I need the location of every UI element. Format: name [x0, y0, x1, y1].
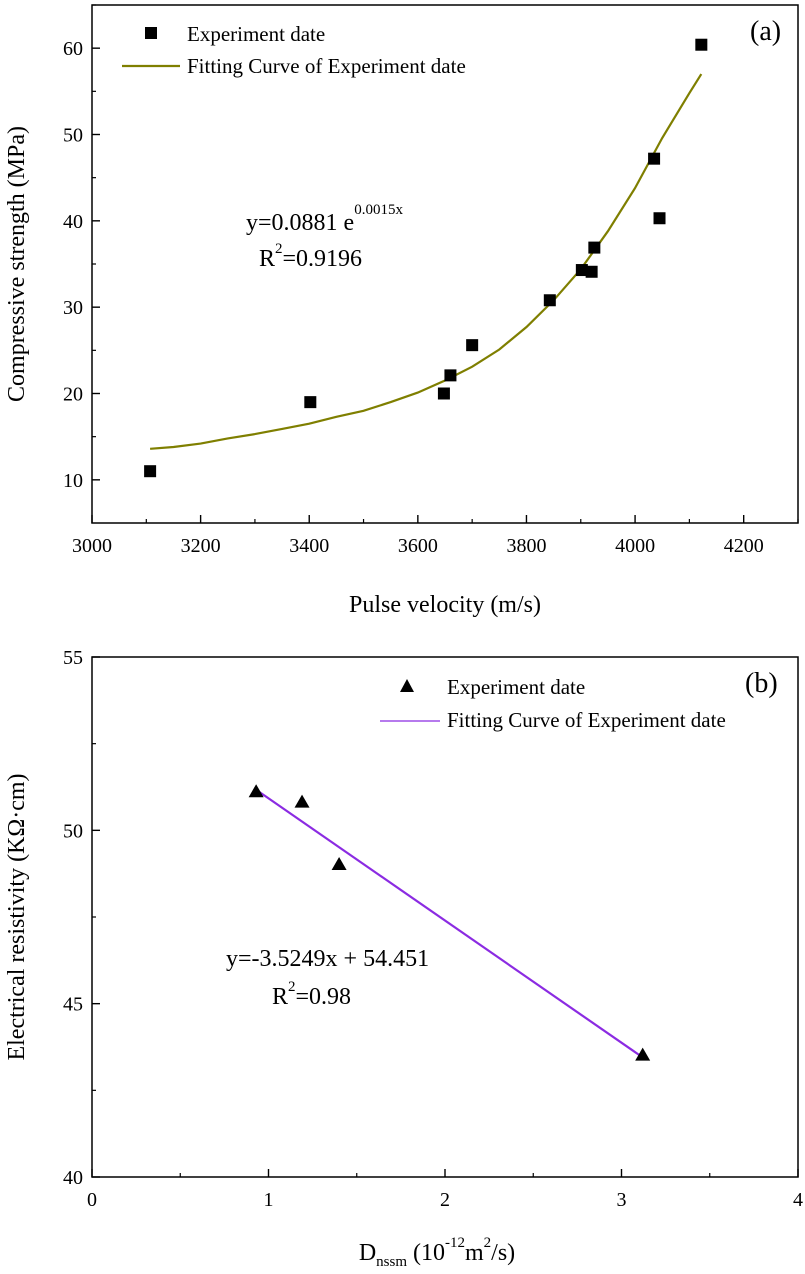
panel-label-a: (a) [750, 16, 781, 47]
x-tick-label: 4 [793, 1189, 803, 1211]
x-axis-title-a: Pulse velocity (m/s) [349, 592, 541, 618]
legend-label-fit-a: Fitting Curve of Experiment date [187, 54, 466, 78]
r-squared-b-sup: 2 [288, 979, 296, 995]
panel-b: 40 45 50 55 0 1 2 3 4 (b) Experiment date Fitti… [4, 647, 803, 1270]
data-point-square [466, 339, 479, 352]
data-point-square [444, 369, 457, 382]
data-point-square [648, 152, 661, 165]
r-squared-b-base: R [272, 984, 288, 1010]
data-point-square [588, 241, 601, 254]
y-tick-label: 10 [63, 470, 83, 492]
legend-label-experiment-a: Experiment date [187, 22, 325, 46]
fit-line-b [255, 788, 644, 1059]
x-tick-label: 4000 [615, 535, 655, 557]
x-tick-label: 3000 [72, 535, 112, 557]
data-points-a [144, 38, 708, 478]
fit-curve-a [150, 73, 703, 450]
y-tick-label: 40 [63, 211, 83, 233]
x-axis-title-b-unit-1: (10 [407, 1240, 445, 1266]
x-axis-title-b-unit-4: 2 [484, 1235, 492, 1251]
x-axis-title-b: Dnssm (10-12m2/s) [359, 1235, 515, 1270]
equation-a: y=0.0881 e0.0015x [246, 202, 403, 236]
panel-a: 10 20 30 40 50 60 3000 3200 3400 3600 3800 4000 420… [4, 4, 799, 618]
y-tick-label: 50 [63, 820, 83, 842]
y-tick-label: 40 [63, 1167, 83, 1189]
x-tick-label: 3800 [506, 535, 546, 557]
y-ticks-a: 10 20 30 40 50 60 [63, 4, 100, 492]
plot-frame-b [91, 656, 799, 1178]
x-tick-label: 3600 [398, 535, 438, 557]
data-point-triangle [635, 1047, 651, 1061]
r-squared-a-value: =0.9196 [283, 246, 363, 272]
data-point-triangle [331, 857, 347, 870]
y-tick-label: 50 [63, 125, 83, 147]
x-tick-label: 1 [264, 1189, 274, 1211]
x-tick-label: 2 [440, 1189, 450, 1211]
data-point-square [144, 465, 157, 478]
x-axis-title-b-unit-5: /s) [491, 1240, 515, 1266]
data-point-square [585, 265, 598, 278]
legend-label-experiment-b: Experiment date [447, 675, 585, 699]
y-tick-label: 55 [63, 647, 83, 669]
legend-marker-triangle [400, 679, 414, 692]
y-axis-title-b: Electrical resistivity (KΩ·cm) [4, 773, 30, 1060]
equation-a-text: y=0.0881 e [246, 210, 354, 236]
x-axis-title-b-unit-3: m [465, 1240, 484, 1266]
x-axis-title-b-sub: nssm [376, 1254, 407, 1270]
equation-a-exponent: 0.0015x [354, 202, 403, 218]
data-point-triangle [294, 794, 310, 808]
data-point-square [653, 212, 666, 225]
r-squared-a-sup: 2 [275, 241, 283, 257]
x-tick-label: 3 [617, 1189, 627, 1211]
y-axis-title-a: Compressive strength (MPa) [4, 126, 30, 402]
x-tick-label: 3400 [289, 535, 329, 557]
x-axis-title-b-main: D [359, 1240, 376, 1266]
x-tick-label: 3200 [181, 535, 221, 557]
x-tick-label: 0 [87, 1189, 97, 1211]
data-points-b [248, 784, 651, 1061]
r-squared-b: R2=0.98 [272, 979, 351, 1010]
panel-label-b: (b) [745, 668, 778, 699]
data-point-square [575, 264, 588, 277]
r-squared-a-base: R [259, 246, 275, 272]
r-squared-a: R2=0.9196 [259, 241, 362, 272]
data-point-square [543, 294, 556, 307]
x-axis-title-b-unit-2: -12 [445, 1235, 465, 1251]
plot-frame-a [91, 4, 799, 524]
x-ticks-a: 3000 3200 3400 3600 3800 4000 4200 [72, 515, 799, 557]
data-point-triangle [248, 784, 264, 798]
y-tick-label: 30 [63, 297, 83, 319]
equation-b: y=-3.5249x + 54.451 [226, 946, 429, 972]
y-tick-label: 45 [63, 994, 83, 1016]
data-point-square [437, 387, 450, 400]
y-tick-label: 60 [63, 38, 83, 60]
x-tick-label: 4200 [724, 535, 764, 557]
x-ticks-b: 0 1 2 3 4 [87, 1169, 803, 1211]
legend-marker-square [145, 27, 157, 39]
y-tick-label: 20 [63, 384, 83, 406]
r-squared-b-value: =0.98 [296, 984, 352, 1010]
data-point-square [695, 38, 708, 51]
data-point-square [304, 396, 317, 409]
legend-label-fit-b: Fitting Curve of Experiment date [447, 708, 726, 732]
y-ticks-b: 40 45 50 55 [63, 647, 100, 1189]
